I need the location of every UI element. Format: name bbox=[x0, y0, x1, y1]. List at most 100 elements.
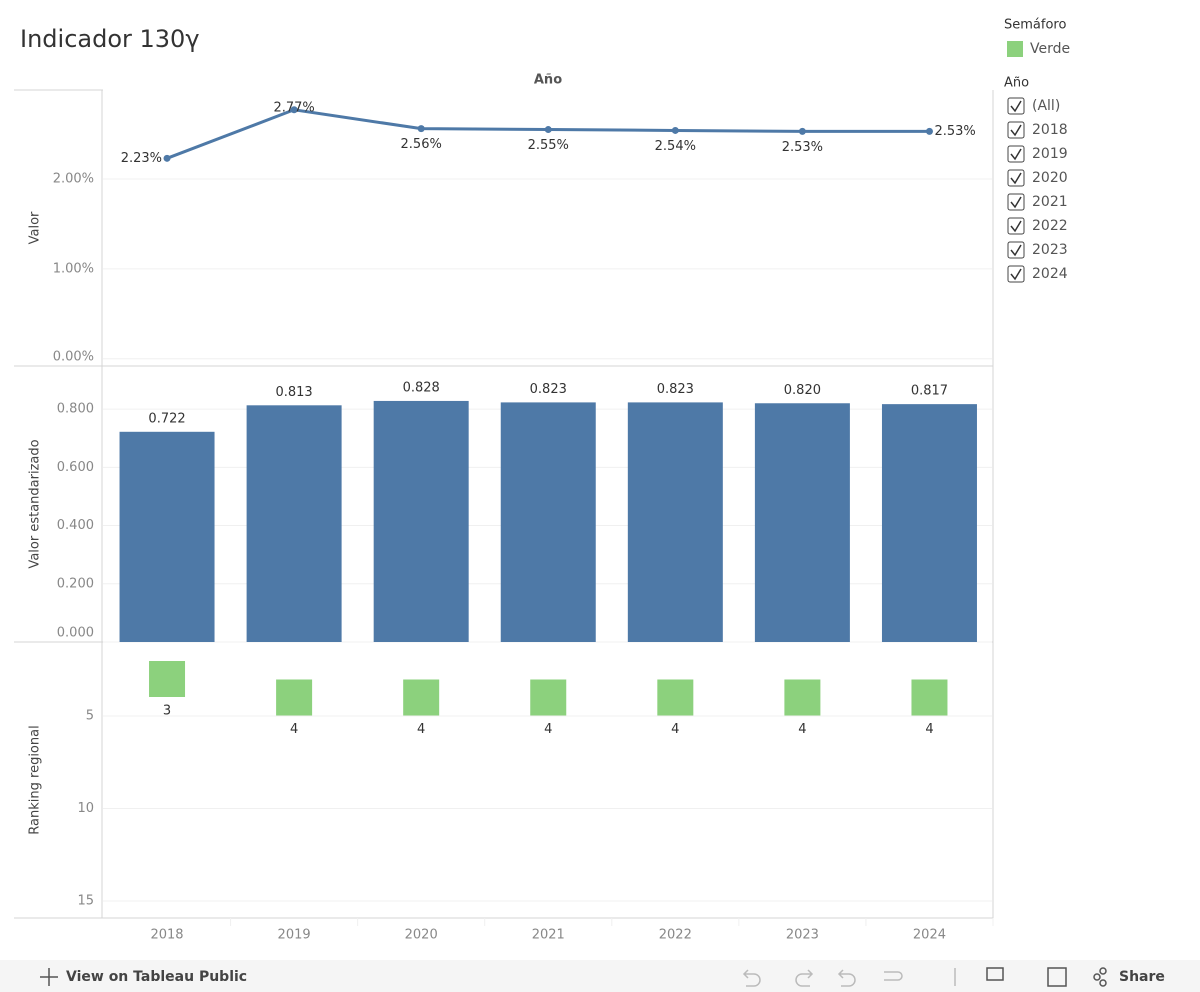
filter-checkbox[interactable] bbox=[1007, 241, 1025, 259]
legend-title: Semáforo bbox=[1004, 18, 1066, 33]
value-label: 2.53% bbox=[782, 140, 823, 155]
tableau-link[interactable]: View on Tableau Public bbox=[66, 969, 247, 985]
y-tick-label: 15 bbox=[77, 893, 94, 908]
filter-label[interactable]: 2021 bbox=[1032, 194, 1068, 210]
filter-checkbox[interactable] bbox=[1007, 193, 1025, 211]
filter-label[interactable]: 2020 bbox=[1032, 170, 1068, 186]
share-button[interactable]: Share bbox=[1119, 969, 1165, 985]
value-label: 0.828 bbox=[403, 380, 440, 395]
dashboard-title: Indicador 130γ bbox=[20, 25, 200, 53]
redo-button[interactable] bbox=[795, 969, 814, 987]
bar bbox=[881, 404, 977, 642]
bar bbox=[373, 400, 469, 642]
x-axis-title: Año bbox=[534, 73, 562, 88]
value-label: 2.23% bbox=[121, 151, 162, 166]
point bbox=[544, 126, 552, 134]
x-tick-label: 2020 bbox=[405, 928, 438, 943]
y-tick-label: 1.00% bbox=[53, 261, 94, 276]
bar bbox=[500, 402, 596, 642]
check-mark bbox=[1010, 124, 1022, 137]
y-axis-title: Valor estandarizado bbox=[28, 439, 43, 568]
y-axis-title: Valor bbox=[28, 211, 43, 244]
value-label: 4 bbox=[544, 722, 552, 737]
filter-label[interactable]: 2022 bbox=[1032, 218, 1068, 234]
tableau-icon bbox=[40, 968, 58, 986]
y-tick-label: 0.00% bbox=[53, 350, 94, 365]
check-mark bbox=[1010, 148, 1022, 161]
square-mark bbox=[276, 679, 313, 716]
undo-button[interactable] bbox=[742, 969, 761, 987]
filter-checkbox[interactable] bbox=[1007, 169, 1025, 187]
share-icon bbox=[1099, 967, 1107, 975]
value-label: 0.823 bbox=[657, 382, 694, 397]
value-label: 4 bbox=[290, 722, 298, 737]
revert-button[interactable] bbox=[837, 969, 856, 987]
filter-checkbox[interactable] bbox=[1007, 145, 1025, 163]
x-tick-label: 2018 bbox=[150, 928, 183, 943]
y-tick-label: 10 bbox=[77, 801, 94, 816]
filter-checkbox[interactable] bbox=[1007, 217, 1025, 235]
value-label: 2.55% bbox=[528, 138, 569, 153]
value-label: 0.813 bbox=[275, 385, 312, 400]
charts: Valor 0.00% 1.00% 2.00% 2.23% 2.77% 2.56% 2.55%… bbox=[14, 100, 994, 943]
x-tick-label: 2022 bbox=[659, 928, 692, 943]
bar bbox=[627, 402, 723, 642]
filter-title: Año bbox=[1004, 76, 1029, 91]
value-label: 4 bbox=[417, 722, 425, 737]
value-label: 2.53% bbox=[934, 124, 975, 139]
square-mark bbox=[784, 679, 821, 716]
value-label: 4 bbox=[925, 722, 933, 737]
x-tick-label: 2021 bbox=[532, 928, 565, 943]
y-tick-label: 0.400 bbox=[57, 518, 94, 533]
y-tick-label: 0.600 bbox=[57, 460, 94, 475]
check-mark bbox=[1010, 268, 1022, 281]
value-label: 0.817 bbox=[911, 384, 948, 399]
filter-checkbox[interactable] bbox=[1007, 265, 1025, 283]
y-tick-label: 0.800 bbox=[57, 402, 94, 417]
x-tick-label: 2023 bbox=[786, 928, 819, 943]
filter-label[interactable]: 2019 bbox=[1032, 146, 1068, 162]
share-icon bbox=[1093, 973, 1101, 981]
square-mark bbox=[149, 660, 186, 697]
filter-checkbox[interactable] bbox=[1007, 121, 1025, 139]
filter-label[interactable]: 2024 bbox=[1032, 266, 1068, 282]
filter-label[interactable]: 2018 bbox=[1032, 122, 1068, 138]
x-tick-label: 2019 bbox=[278, 928, 311, 943]
legend-label: Verde bbox=[1030, 41, 1070, 57]
value-label: 0.823 bbox=[530, 382, 567, 397]
check-mark bbox=[1010, 100, 1022, 113]
point bbox=[671, 126, 679, 134]
value-label: 4 bbox=[798, 722, 806, 737]
y-tick-label: 5 bbox=[86, 708, 94, 723]
bar bbox=[119, 431, 215, 642]
square-mark bbox=[911, 679, 948, 716]
square-mark bbox=[403, 679, 440, 716]
share-icon bbox=[1099, 979, 1107, 987]
y-tick-label: 0.000 bbox=[57, 626, 94, 641]
refresh-button[interactable] bbox=[884, 971, 903, 981]
legend-swatch bbox=[1007, 41, 1023, 57]
value-label: 3 bbox=[163, 703, 171, 718]
filter-checkbox[interactable] bbox=[1007, 97, 1025, 115]
y-tick-label: 2.00% bbox=[53, 172, 94, 187]
check-mark bbox=[1010, 196, 1022, 209]
check-mark bbox=[1010, 220, 1022, 233]
value-label: 0.722 bbox=[148, 411, 185, 426]
filter-label[interactable]: (All) bbox=[1032, 98, 1060, 114]
square-mark bbox=[657, 679, 694, 716]
value-label: 4 bbox=[671, 722, 679, 737]
check-mark bbox=[1010, 172, 1022, 185]
download-button[interactable] bbox=[986, 967, 1004, 981]
bar bbox=[246, 405, 342, 642]
x-tick-label: 2024 bbox=[913, 928, 946, 943]
bar bbox=[754, 403, 850, 642]
square-mark bbox=[530, 679, 567, 716]
filter-label[interactable]: 2023 bbox=[1032, 242, 1068, 258]
value-label: 2.56% bbox=[401, 137, 442, 152]
point bbox=[163, 154, 171, 162]
fullscreen-button[interactable] bbox=[1047, 967, 1067, 987]
y-axis-title: Ranking regional bbox=[28, 725, 43, 834]
point bbox=[798, 127, 806, 135]
toolbar bbox=[0, 960, 1200, 992]
